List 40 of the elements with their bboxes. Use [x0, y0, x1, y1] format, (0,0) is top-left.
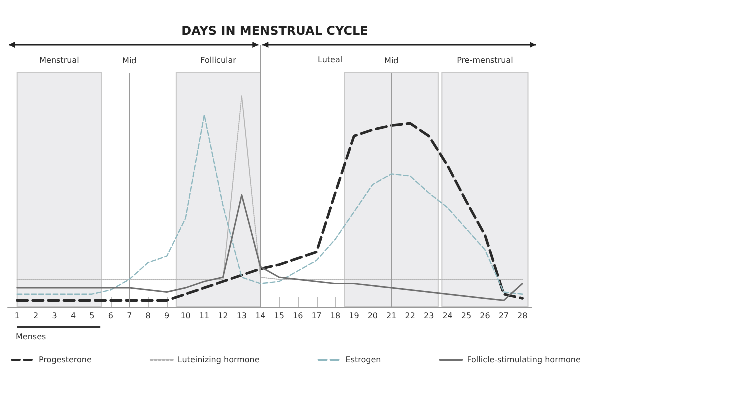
legend-label: Estrogen — [346, 356, 382, 364]
x-tick-label: 3 — [52, 312, 58, 320]
ref-line-label: Mid — [384, 56, 399, 66]
band-label: Pre-menstrual — [457, 56, 514, 65]
x-tick-label: 27 — [498, 312, 510, 320]
x-tick-label: 9 — [164, 312, 170, 320]
x-tick-label: 18 — [330, 312, 341, 320]
x-tick-label: 1 — [14, 312, 20, 320]
x-tick-label: 25 — [461, 312, 472, 320]
band-label: Follicular — [200, 56, 238, 65]
x-tick-label: 2 — [34, 312, 39, 320]
x-tick-label: 4 — [70, 312, 76, 320]
legend-label: Follicle-stimulating hormone — [467, 356, 581, 364]
x-tick-label: 11 — [199, 312, 210, 320]
text: Luteal — [318, 56, 343, 64]
legend-label: Luteinizing hormone — [178, 356, 260, 364]
x-tick-label: 21 — [386, 312, 397, 320]
x-tick-label: 26 — [480, 312, 490, 320]
x-tick-label: 5 — [90, 312, 95, 320]
x-tick-label: 19 — [349, 312, 360, 320]
x-tick-label: 23 — [424, 312, 434, 320]
x-tick-label: 10 — [180, 312, 191, 320]
x-tick-label: 7 — [127, 312, 132, 320]
x-tick-label: 28 — [518, 312, 528, 320]
x-tick-label: 13 — [236, 312, 248, 320]
band-label: Menstrual — [40, 56, 80, 65]
chart-title: DAYS IN MENSTRUAL CYCLE — [182, 24, 368, 38]
x-tick-label: 17 — [312, 312, 322, 320]
x-tick-label: 14 — [256, 312, 266, 320]
x-tick-label: 15 — [274, 312, 284, 320]
x-tick-label: 6 — [108, 312, 114, 320]
x-tick-label: 22 — [405, 312, 416, 320]
ref-line-label: Mid — [122, 56, 137, 66]
x-tick-label: 16 — [292, 312, 304, 320]
x-tick-label: 20 — [368, 312, 378, 320]
text: Menses — [16, 332, 46, 342]
x-tick-label: 8 — [146, 312, 151, 320]
x-tick-label: 24 — [442, 312, 453, 320]
x-tick-label: 12 — [218, 312, 228, 320]
legend-label: Progesterone — [39, 356, 92, 364]
